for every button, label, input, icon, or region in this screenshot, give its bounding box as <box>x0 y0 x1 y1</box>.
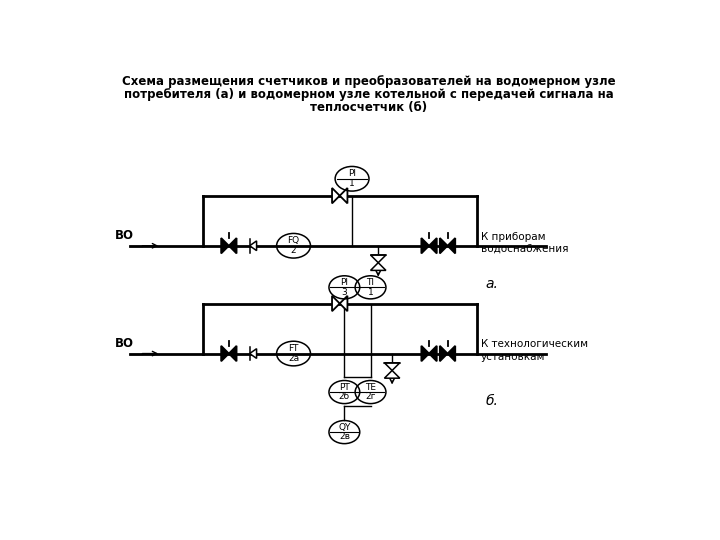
Text: TE: TE <box>365 383 376 391</box>
Text: Схема размещения счетчиков и преобразователей на водомерном узле: Схема размещения счетчиков и преобразова… <box>122 75 616 88</box>
Polygon shape <box>229 346 237 361</box>
Text: теплосчетчик (б): теплосчетчик (б) <box>310 102 428 114</box>
Text: FT: FT <box>288 344 299 353</box>
Text: 2б: 2б <box>339 393 350 401</box>
Text: водоснабжения: водоснабжения <box>481 244 568 254</box>
Text: б.: б. <box>486 394 499 408</box>
Text: 2г: 2г <box>365 393 376 401</box>
Polygon shape <box>448 346 455 361</box>
Polygon shape <box>384 363 400 370</box>
Polygon shape <box>221 346 229 361</box>
Text: ВО: ВО <box>114 337 134 350</box>
Polygon shape <box>440 346 448 361</box>
Text: ВО: ВО <box>114 230 134 242</box>
Polygon shape <box>440 238 448 253</box>
Text: 2: 2 <box>291 246 297 255</box>
Text: установкам: установкам <box>481 352 545 362</box>
Text: PT: PT <box>339 383 350 391</box>
Polygon shape <box>340 188 348 204</box>
Text: FQ: FQ <box>287 236 300 245</box>
Text: 1: 1 <box>368 288 374 296</box>
Polygon shape <box>421 346 429 361</box>
Polygon shape <box>371 255 386 262</box>
Text: TI: TI <box>366 278 374 287</box>
Polygon shape <box>429 346 437 361</box>
Polygon shape <box>448 238 455 253</box>
Polygon shape <box>250 241 256 251</box>
Text: PI: PI <box>341 278 348 287</box>
Polygon shape <box>429 238 437 253</box>
Text: 3: 3 <box>341 288 347 296</box>
Text: К приборам: К приборам <box>481 232 545 241</box>
Polygon shape <box>332 296 340 311</box>
Text: PI: PI <box>348 169 356 178</box>
Text: К технологическим: К технологическим <box>481 339 588 349</box>
Polygon shape <box>229 238 237 253</box>
Polygon shape <box>421 238 429 253</box>
Text: потребителя (а) и водомерном узле котельной с передачей сигнала на: потребителя (а) и водомерном узле котель… <box>124 89 614 102</box>
Text: 1: 1 <box>349 179 355 188</box>
Text: а.: а. <box>486 277 499 291</box>
Polygon shape <box>384 370 400 378</box>
Text: 2в: 2в <box>339 433 350 441</box>
Polygon shape <box>250 349 256 359</box>
Polygon shape <box>221 238 229 253</box>
Polygon shape <box>332 188 340 204</box>
Text: QY: QY <box>338 423 351 432</box>
Polygon shape <box>371 262 386 271</box>
Polygon shape <box>340 296 348 311</box>
Text: 2а: 2а <box>288 354 299 363</box>
